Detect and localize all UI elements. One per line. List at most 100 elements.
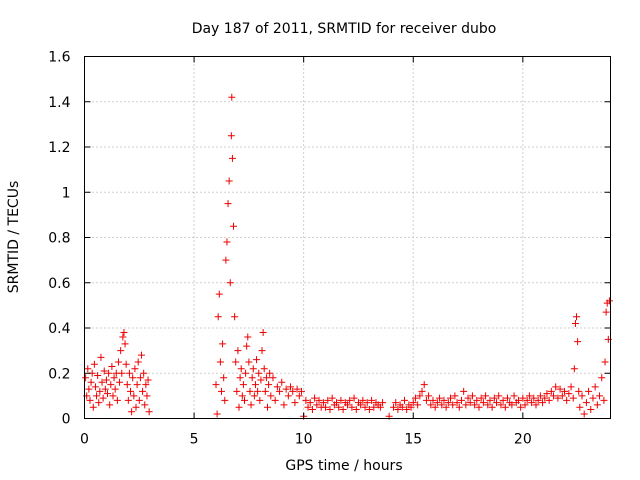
data-point xyxy=(574,338,582,346)
data-point xyxy=(293,385,301,393)
data-point xyxy=(543,390,551,398)
data-point xyxy=(560,387,568,395)
data-point xyxy=(429,396,437,404)
data-point xyxy=(215,290,223,298)
data-point xyxy=(438,401,446,409)
data-point xyxy=(488,403,496,411)
data-point xyxy=(93,392,101,400)
data-point xyxy=(499,396,507,404)
data-point xyxy=(457,396,465,404)
data-point xyxy=(98,378,106,386)
data-point xyxy=(267,392,275,400)
data-point xyxy=(133,381,141,389)
data-point xyxy=(102,376,110,384)
data-point xyxy=(95,399,103,407)
chart-title: Day 187 of 2011, SRMTID for receiver dub… xyxy=(192,21,497,37)
data-point xyxy=(99,394,107,402)
data-point xyxy=(217,387,225,395)
data-point xyxy=(313,401,321,409)
data-point xyxy=(130,392,138,400)
data-point xyxy=(539,399,547,407)
data-point xyxy=(105,369,113,377)
data-point xyxy=(258,347,266,355)
data-point xyxy=(113,396,121,404)
data-point xyxy=(587,405,595,413)
data-points xyxy=(82,93,613,420)
data-point xyxy=(284,392,292,400)
data-point xyxy=(521,401,529,409)
x-tick-label: 15 xyxy=(404,432,422,448)
data-point xyxy=(528,399,536,407)
data-point xyxy=(228,93,236,101)
data-point xyxy=(139,387,147,395)
data-point xyxy=(433,399,441,407)
data-point xyxy=(109,392,117,400)
data-point xyxy=(418,387,426,395)
data-point xyxy=(490,394,498,402)
data-point xyxy=(536,392,544,400)
data-point xyxy=(322,403,330,411)
x-tick-labels: 0 5 10 15 20 xyxy=(80,432,532,448)
y-axis-label: SRMTID / TECUs xyxy=(6,181,22,294)
data-point xyxy=(110,374,118,382)
data-point xyxy=(510,392,518,400)
data-point xyxy=(427,401,435,409)
data-point xyxy=(578,392,586,400)
data-point xyxy=(302,396,310,404)
data-point xyxy=(87,378,95,386)
data-point xyxy=(116,378,124,386)
data-point xyxy=(370,403,378,411)
data-point xyxy=(436,394,444,402)
data-point xyxy=(501,403,509,411)
data-point xyxy=(136,374,144,382)
data-point xyxy=(97,353,105,361)
data-point xyxy=(137,351,145,359)
data-point xyxy=(245,358,253,366)
data-point xyxy=(233,387,241,395)
data-point xyxy=(484,401,492,409)
data-point xyxy=(552,383,560,391)
data-point xyxy=(256,396,264,404)
data-point xyxy=(96,387,104,395)
data-point xyxy=(466,399,474,407)
data-point xyxy=(119,333,127,341)
data-point xyxy=(304,403,312,411)
x-tick-label: 5 xyxy=(190,432,199,448)
data-point xyxy=(94,372,102,380)
data-point xyxy=(135,396,143,404)
data-point xyxy=(409,399,417,407)
data-point xyxy=(220,374,228,382)
data-point xyxy=(224,200,232,208)
data-point xyxy=(350,394,358,402)
data-point xyxy=(273,383,281,391)
data-point xyxy=(264,403,272,411)
data-point xyxy=(282,385,290,393)
data-point xyxy=(519,394,527,402)
data-point xyxy=(319,399,327,407)
data-point xyxy=(276,387,284,395)
data-point xyxy=(120,329,128,337)
data-point xyxy=(90,360,98,368)
data-point xyxy=(479,399,487,407)
data-point xyxy=(475,403,483,411)
data-point xyxy=(576,403,584,411)
data-point xyxy=(486,396,494,404)
data-point xyxy=(231,313,239,321)
data-point xyxy=(570,365,578,373)
data-point xyxy=(259,329,267,337)
data-point xyxy=(239,381,247,389)
data-point xyxy=(403,405,411,413)
data-point xyxy=(243,342,251,350)
data-point xyxy=(425,392,433,400)
data-point xyxy=(111,385,119,393)
data-point xyxy=(348,403,356,411)
data-point xyxy=(232,358,240,366)
data-point xyxy=(339,405,347,413)
data-point xyxy=(392,399,400,407)
data-point xyxy=(280,401,288,409)
data-point xyxy=(91,383,99,391)
data-point xyxy=(306,399,314,407)
data-point xyxy=(89,403,97,411)
data-point xyxy=(84,365,92,373)
